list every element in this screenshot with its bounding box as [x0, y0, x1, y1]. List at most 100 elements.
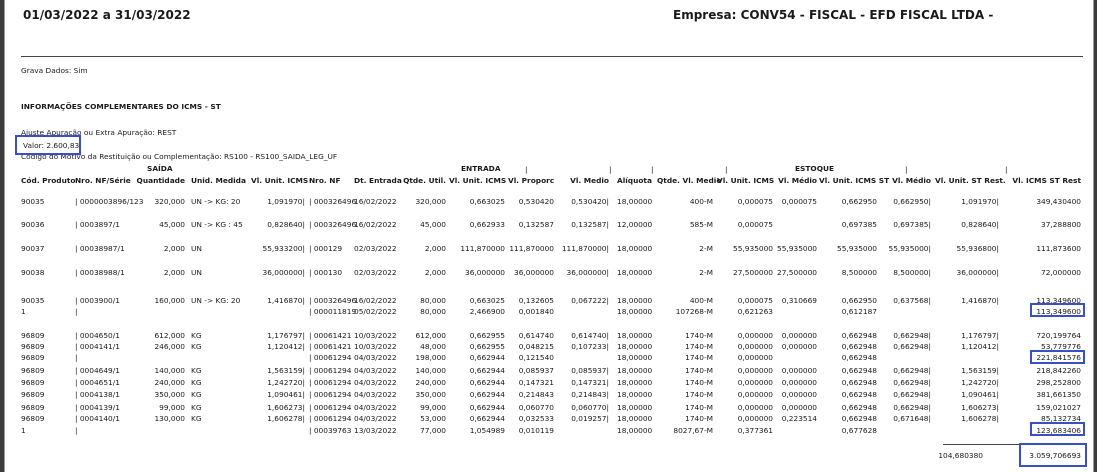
table-cell: 0,132587: [518, 220, 554, 229]
table-cell: 0,828640|: [267, 220, 305, 229]
table-cell: 0,147321|: [571, 378, 609, 387]
table-cell: 123,683406: [1036, 426, 1081, 435]
group-separator: |: [905, 165, 908, 174]
table-cell: 96809: [21, 342, 45, 351]
table-cell: | 0004140/1: [75, 414, 120, 423]
table-cell: 0,662955: [469, 342, 505, 351]
table-cell: 140,000: [415, 366, 446, 375]
table-cell: 96809: [21, 353, 45, 362]
table-cell: 18,00000: [617, 414, 653, 423]
table-cell: 0,223514: [781, 414, 817, 423]
table-cell: 0,662948: [841, 390, 877, 399]
table-cell: | 00039763: [309, 426, 352, 435]
table-cell: 18,00000: [617, 307, 653, 316]
table-cell: 0,000000: [781, 403, 817, 412]
column-header: Vl. Medio: [570, 176, 609, 185]
table-cell: 48,000: [420, 342, 446, 351]
table-cell: 0,662948|: [893, 342, 931, 351]
table-cell: | 0003897/1: [75, 220, 120, 229]
table-cell: 18,00000: [617, 342, 653, 351]
table-cell: |: [75, 307, 78, 316]
table-cell: 18,00000: [617, 244, 653, 253]
table-cell: 90036: [21, 220, 45, 229]
table-cell: 16/02/2022: [354, 220, 397, 229]
table-cell: 12,00000: [617, 220, 653, 229]
table-cell: 96809: [21, 378, 45, 387]
table-cell: 18,00000: [617, 268, 653, 277]
table-cell: KG: [191, 331, 202, 340]
table-cell: 99,000: [420, 403, 446, 412]
table-cell: 2,000: [424, 244, 446, 253]
totals-divider: [943, 444, 1083, 445]
column-header: Vl. Unit. ICMS ST: [819, 176, 890, 185]
table-cell: 1740-M: [685, 353, 713, 362]
table-cell: 55,936800|: [956, 244, 999, 253]
table-cell: UN: [191, 268, 202, 277]
table-cell: 02/03/2022: [354, 244, 397, 253]
table-cell: 18,00000: [617, 426, 653, 435]
table-cell: 0,663025: [469, 197, 505, 206]
table-cell: 2,000: [163, 244, 185, 253]
table-cell: 2,000: [424, 268, 446, 277]
table-cell: | 0000003896/123: [75, 197, 144, 206]
table-cell: 55,935000: [733, 244, 773, 253]
table-cell: 37,288800: [1041, 220, 1081, 229]
table-cell: 04/03/2022: [354, 390, 397, 399]
table-cell: 198,000: [415, 353, 446, 362]
table-cell: 0,048215: [518, 342, 554, 351]
table-cell: 72,000000: [1041, 268, 1081, 277]
table-cell: 0,662944: [469, 403, 505, 412]
table-cell: 1: [21, 307, 26, 316]
table-cell: 720,199764: [1036, 331, 1081, 340]
table-cell: KG: [191, 390, 202, 399]
table-cell: UN -> KG: 20: [191, 296, 241, 305]
table-cell: 1,120412|: [267, 342, 305, 351]
table-cell: 1,091970|: [961, 197, 999, 206]
table-cell: 0,662933: [469, 220, 505, 229]
table-cell: | 00061421: [309, 331, 352, 340]
table-cell: 160,000: [154, 296, 185, 305]
table-cell: 1,091970|: [267, 197, 305, 206]
table-cell: 1,176797|: [267, 331, 305, 340]
table-cell: 45,000: [159, 220, 185, 229]
table-cell: 0,662944: [469, 390, 505, 399]
table-cell: | 0004649/1: [75, 366, 120, 375]
table-cell: 0,060770: [518, 403, 554, 412]
column-header: Unid. Medida: [191, 176, 246, 185]
table-cell: 0,662955: [469, 331, 505, 340]
header-divider: [21, 56, 1083, 57]
table-cell: | 00061421: [309, 342, 352, 351]
table-cell: 320,000: [415, 197, 446, 206]
table-cell: | 00061294: [309, 414, 352, 423]
table-cell: 36,000000|: [566, 268, 609, 277]
table-cell: 1740-M: [685, 390, 713, 399]
table-cell: 113,349600: [1036, 307, 1081, 316]
table-cell: 80,000: [420, 307, 446, 316]
table-cell: | 0004138/1: [75, 390, 120, 399]
table-cell: 0,000000: [737, 353, 773, 362]
column-header: Vl. Unit. ICMS: [449, 176, 507, 185]
group-estoque: ESTOQUE: [795, 164, 835, 173]
table-cell: |: [75, 353, 78, 362]
table-cell: 1,606273|: [961, 403, 999, 412]
highlight-row-9: [1030, 350, 1085, 364]
table-cell: 381,661350: [1036, 390, 1081, 399]
table-cell: 0,214843|: [571, 390, 609, 399]
table-cell: 0,671648|: [893, 414, 931, 423]
table-cell: 1,416870|: [961, 296, 999, 305]
table-cell: 96809: [21, 403, 45, 412]
table-cell: 320,000: [154, 197, 185, 206]
table-cell: 140,000: [154, 366, 185, 375]
table-cell: 8027,67-M: [673, 426, 713, 435]
table-cell: 0,000075: [737, 220, 773, 229]
table-cell: 1: [21, 426, 26, 435]
table-cell: 113,349600: [1036, 296, 1081, 305]
table-cell: 36,000000|: [262, 268, 305, 277]
table-cell: KG: [191, 378, 202, 387]
table-cell: 0,612187: [841, 307, 877, 316]
table-cell: 0,000000: [737, 414, 773, 423]
table-cell: 90038: [21, 268, 45, 277]
table-cell: 0,010119: [518, 426, 554, 435]
table-cell: | 00038988/1: [75, 268, 125, 277]
table-cell: 0,001840: [518, 307, 554, 316]
